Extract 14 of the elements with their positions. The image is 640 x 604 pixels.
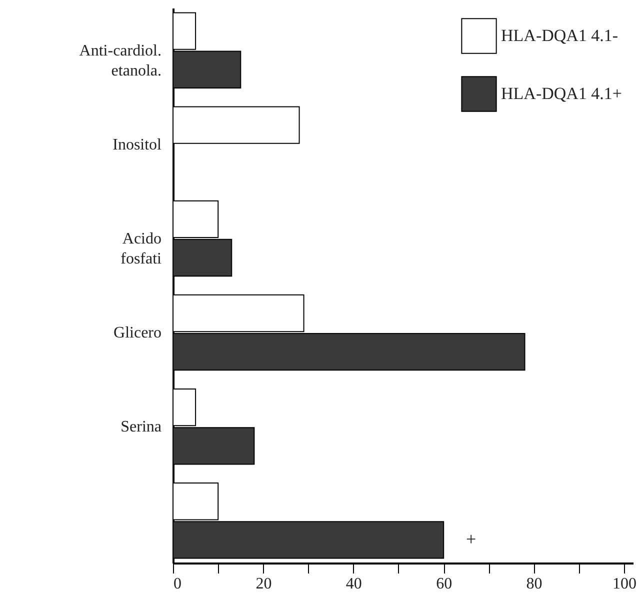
x-tick-label: 40 [346, 576, 362, 592]
legend-label: HLA-DQA1 4.1- [501, 26, 618, 45]
x-tick-label: 0 [174, 576, 182, 592]
x-tick-label: 100 [612, 576, 636, 592]
x-tick-label: 20 [256, 576, 272, 592]
legend-label: HLA-DQA1 4.1+ [501, 84, 622, 103]
x-tick-label: 80 [526, 576, 542, 592]
y-tick-label: Glicero [114, 324, 162, 342]
y-tick-label: Serina [120, 418, 162, 436]
x-tick-label: 60 [436, 576, 452, 592]
y-tick-label: Anti-cardiol. etanola. [79, 42, 162, 80]
y-tick-label: Acido fosfati [120, 230, 162, 268]
y-tick-label: Inositol [112, 136, 162, 154]
annotation: + [466, 529, 476, 549]
